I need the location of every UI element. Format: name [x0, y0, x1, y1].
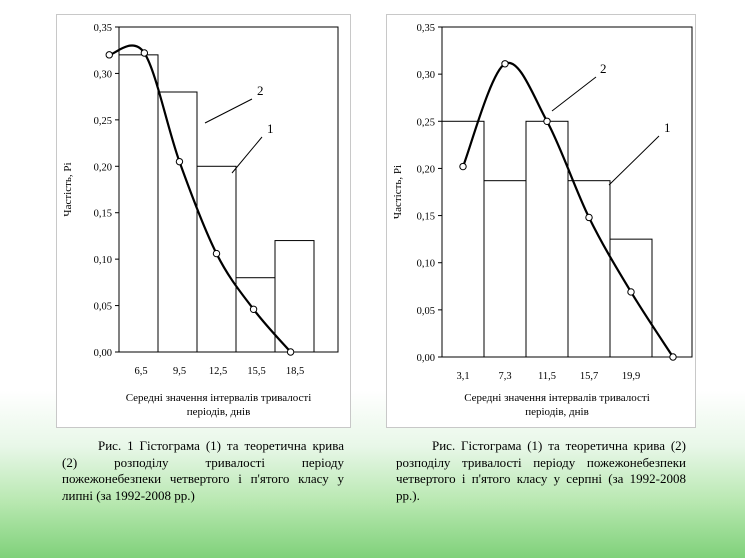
curve-point: [175, 157, 184, 166]
x-tick-label: 3,1: [456, 371, 469, 382]
y-axis-label: Частість, Рі: [392, 165, 404, 219]
curve-point: [249, 305, 258, 313]
y-axis-label: Частість, Рі: [62, 162, 74, 216]
curve-point: [585, 213, 593, 222]
x-axis-label-line2: періодів, днів: [525, 406, 589, 418]
curve-point: [543, 117, 551, 125]
y-tick-label: 0,25: [94, 116, 112, 127]
bars-leader-line: [608, 135, 660, 186]
y-tick-label: 0,20: [417, 164, 435, 175]
curve-point: [140, 49, 149, 57]
curve-point: [501, 60, 509, 68]
histogram-bar: [118, 54, 159, 353]
curve-label: 2: [600, 61, 607, 76]
x-axis-label-line1: Середні значення інтервалів тривалості: [464, 392, 650, 404]
curve-point: [669, 353, 677, 361]
x-tick-label: 19,9: [622, 371, 640, 382]
y-tick-label: 0,20: [94, 162, 112, 173]
histogram-bar: [441, 120, 485, 358]
histogram-bar: [609, 238, 653, 358]
histogram-bar: [525, 120, 569, 358]
y-tick-label: 0,05: [417, 306, 435, 317]
y-tick-label: 0,30: [94, 69, 112, 80]
x-tick-label: 9,5: [173, 366, 186, 377]
y-tick-label: 0,00: [417, 353, 435, 364]
curve-point: [212, 249, 221, 258]
histogram-bar: [567, 180, 611, 358]
y-tick-label: 0,30: [417, 70, 435, 81]
curve-point: [459, 162, 467, 171]
x-axis-label-line2: періодів, днів: [187, 406, 251, 418]
curve-leader-line: [204, 98, 253, 124]
histogram-bar: [483, 180, 527, 358]
histogram-bar: [274, 240, 315, 353]
y-tick-label: 0,15: [94, 209, 112, 220]
x-tick-label: 15,5: [247, 366, 265, 377]
y-tick-label: 0,15: [417, 212, 435, 223]
curve-point: [627, 288, 635, 296]
y-tick-label: 0,10: [94, 255, 112, 266]
x-axis-label-line1: Середні значення інтервалів тривалості: [126, 392, 312, 404]
y-tick-label: 0,35: [94, 23, 112, 34]
histogram-bar: [235, 277, 276, 353]
chart-panel-july: 0,00 0,05 0,10 0,15 0,20 0,25 0,30 0,35 6,5 9,5 12…: [56, 14, 351, 428]
curve-label: 2: [257, 83, 264, 98]
x-tick-label: 7,3: [498, 371, 511, 382]
histogram-bar: [196, 165, 237, 353]
chart-panel-august: 0,00 0,05 0,10 0,15 0,20 0,25 0,30 0,35 3,1 7,3 11…: [386, 14, 696, 428]
curve-leader-line: [551, 76, 597, 112]
figure-caption-august: Рис. Гістограма (1) та теоретична крива …: [396, 438, 686, 503]
y-tick-label: 0,00: [94, 348, 112, 359]
y-tick-label: 0,35: [417, 23, 435, 34]
x-tick-label: 15,7: [580, 371, 598, 382]
histogram-chart-august: 0,000,050,100,150,200,250,300,353,1 7,3 11…: [392, 23, 693, 418]
bars-label: 1: [267, 121, 274, 136]
y-tick-label: 0,05: [94, 302, 112, 313]
x-tick-label: 12,5: [209, 366, 227, 377]
curve-point: [105, 51, 113, 59]
histogram-chart-july: 0,000,050,100,150,200,250,300,356,5 9,5 12…: [62, 23, 339, 418]
curve-point: [286, 348, 295, 356]
bars-leader-line: [231, 136, 263, 174]
histogram-bar: [157, 91, 198, 353]
x-tick-label: 6,5: [134, 366, 147, 377]
y-tick-label: 0,10: [417, 259, 435, 270]
x-tick-label: 18,5: [286, 366, 304, 377]
x-tick-label: 11,5: [538, 371, 556, 382]
figure-caption-july: Рис. 1 Гістограма (1) та теоретична крив…: [62, 438, 344, 503]
y-tick-label: 0,25: [417, 117, 435, 128]
bars-label: 1: [664, 120, 671, 135]
